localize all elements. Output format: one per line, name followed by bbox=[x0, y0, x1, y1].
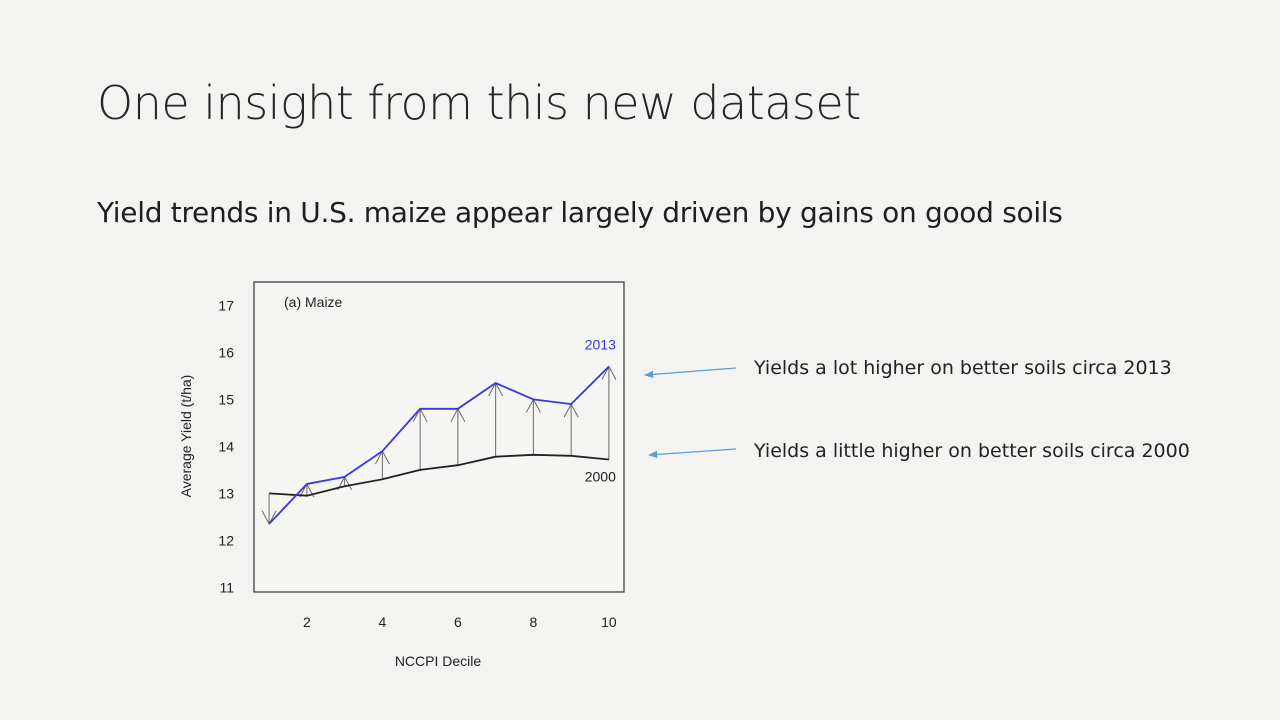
y-axis-label: Average Yield (t/ha) bbox=[178, 375, 194, 498]
x-tick-label: 8 bbox=[529, 614, 537, 630]
x-axis-label: NCCPI Decile bbox=[395, 653, 482, 669]
slide-subtitle: Yield trends in U.S. maize appear largel… bbox=[97, 196, 1063, 229]
y-tick-label: 14 bbox=[218, 438, 234, 454]
slide-title: One insight from this new dataset bbox=[97, 76, 861, 130]
y-tick-label: 15 bbox=[218, 391, 234, 407]
x-tick-label: 2 bbox=[303, 614, 311, 630]
x-tick-label: 10 bbox=[601, 614, 617, 630]
plot-frame bbox=[253, 281, 625, 593]
annotation-2000: Yields a little higher on better soils c… bbox=[754, 440, 1190, 462]
y-tick-label: 11 bbox=[219, 579, 234, 595]
panel-label: (a) Maize bbox=[284, 294, 343, 310]
annotation-2013: Yields a lot higher on better soils circ… bbox=[754, 357, 1172, 379]
series-2000-label: 2000 bbox=[585, 469, 616, 485]
y-tick-label: 16 bbox=[218, 344, 234, 360]
series-2013-label: 2013 bbox=[585, 337, 616, 353]
x-tick-label: 6 bbox=[454, 614, 462, 630]
series-2013-line bbox=[268, 365, 610, 525]
y-tick-label: 13 bbox=[218, 485, 234, 501]
y-tick-label: 12 bbox=[218, 532, 234, 548]
series-2000-line bbox=[269, 453, 609, 497]
y-tick-label: 17 bbox=[218, 297, 234, 313]
x-tick-label: 4 bbox=[378, 614, 386, 630]
pointer-2000 bbox=[648, 448, 737, 459]
pointer-2013 bbox=[644, 367, 737, 379]
